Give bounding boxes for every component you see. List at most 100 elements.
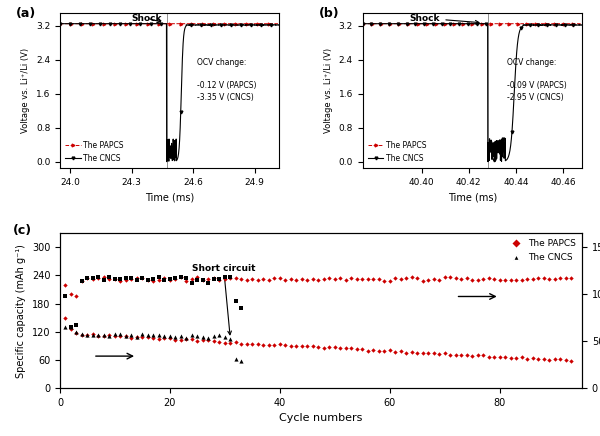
The CNCS — [130, 21, 137, 26]
The PAPCS — [433, 21, 440, 26]
Point — [137, 333, 147, 340]
Point — [528, 276, 538, 283]
Point — [198, 333, 208, 340]
Text: (a): (a) — [16, 7, 37, 20]
Point — [330, 276, 340, 283]
Point — [429, 350, 439, 357]
Point — [99, 331, 109, 338]
Point — [308, 275, 317, 282]
Point — [292, 276, 301, 283]
Point — [325, 344, 334, 351]
Point — [220, 339, 230, 346]
Point — [346, 275, 356, 282]
Text: OCV change:

-0.09 V (PAPCS)
-2.95 V (CNCS): OCV change: -0.09 V (PAPCS) -2.95 V (CNC… — [506, 58, 566, 102]
The CNCS — [475, 21, 482, 26]
Point — [297, 342, 307, 349]
Point — [116, 330, 125, 337]
Point — [154, 274, 164, 281]
Point — [94, 332, 103, 339]
Point — [160, 334, 169, 341]
Point — [280, 342, 290, 349]
Point — [484, 275, 493, 282]
Point — [149, 277, 158, 284]
Point — [500, 354, 510, 361]
Point — [313, 344, 323, 351]
Point — [209, 276, 218, 283]
X-axis label: Cycle numbers: Cycle numbers — [280, 413, 362, 423]
Point — [231, 298, 241, 305]
Point — [495, 354, 505, 361]
Legend: The PAPCS, The CNCS: The PAPCS, The CNCS — [64, 140, 125, 164]
Point — [132, 276, 142, 283]
The CNCS — [484, 159, 491, 164]
Point — [61, 293, 70, 300]
Line: The PAPCS: The PAPCS — [361, 22, 583, 26]
Point — [561, 357, 571, 364]
Point — [511, 354, 521, 361]
Point — [121, 332, 131, 339]
Point — [341, 344, 350, 351]
Point — [215, 276, 224, 283]
Point — [77, 330, 87, 337]
Point — [88, 331, 98, 338]
Point — [165, 334, 175, 341]
Point — [264, 342, 274, 349]
Point — [363, 347, 373, 354]
Point — [154, 331, 164, 338]
Point — [418, 277, 427, 284]
Point — [533, 275, 543, 282]
Point — [363, 275, 373, 282]
Point — [88, 274, 98, 281]
Point — [193, 337, 202, 344]
Point — [176, 333, 185, 340]
Point — [99, 277, 109, 284]
Point — [143, 276, 153, 283]
Point — [182, 336, 191, 343]
The PAPCS — [94, 21, 101, 26]
Point — [391, 348, 400, 355]
Point — [506, 276, 515, 283]
Point — [66, 291, 76, 298]
The PAPCS — [396, 21, 403, 26]
Point — [187, 279, 197, 286]
Point — [104, 332, 114, 339]
Point — [170, 275, 180, 282]
Point — [132, 333, 142, 340]
Point — [226, 275, 235, 282]
Point — [495, 277, 505, 284]
Point — [253, 341, 263, 348]
Point — [550, 276, 559, 283]
Point — [110, 333, 120, 340]
The CNCS — [172, 152, 179, 157]
Point — [226, 335, 235, 342]
Point — [99, 274, 109, 281]
Point — [154, 335, 164, 342]
Point — [544, 357, 554, 364]
Point — [539, 275, 548, 282]
Point — [127, 276, 136, 283]
Point — [132, 334, 142, 341]
Point — [143, 333, 153, 340]
Y-axis label: Voltage vs. Li⁺/Li (V): Voltage vs. Li⁺/Li (V) — [324, 48, 333, 133]
Point — [358, 345, 367, 352]
Point — [451, 351, 460, 358]
Point — [94, 331, 103, 338]
Point — [566, 275, 576, 282]
Point — [352, 345, 362, 352]
Point — [275, 275, 284, 282]
Point — [467, 277, 477, 284]
Point — [292, 343, 301, 350]
Point — [533, 355, 543, 362]
Text: Shock: Shock — [410, 14, 479, 24]
The PAPCS — [85, 21, 92, 26]
Point — [236, 358, 246, 364]
Point — [368, 347, 378, 354]
Point — [83, 331, 92, 338]
Point — [104, 276, 114, 283]
Point — [160, 333, 169, 340]
Point — [88, 331, 98, 338]
Point — [231, 355, 241, 362]
Line: The PAPCS: The PAPCS — [59, 22, 281, 26]
Point — [187, 275, 197, 282]
Point — [61, 314, 70, 321]
